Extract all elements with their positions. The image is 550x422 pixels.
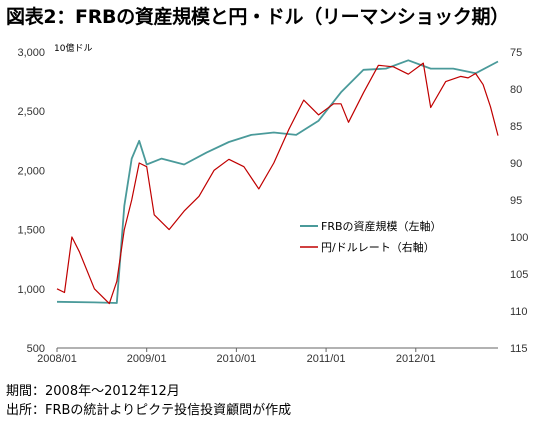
left-y-tick-label: 1,000 <box>17 284 45 296</box>
left-y-tick-label: 2,500 <box>17 106 45 118</box>
series-line-frb-assets <box>56 59 499 304</box>
legend-label-usdjpy: 円/ドルレート（右軸） <box>321 240 435 254</box>
x-tick-label: 2008/01 <box>37 353 77 365</box>
x-tick-label: 2011/01 <box>307 353 346 365</box>
left-y-tick-label: 2,000 <box>17 165 45 177</box>
period-note: 期間：2008年～2012年12月 <box>6 384 180 399</box>
legend: FRBの資産規模（左軸） 円/ドルレート（右軸） <box>300 219 442 254</box>
right-y-tick-label: 85 <box>510 121 522 133</box>
left-y-tick-label: 500 <box>27 343 45 355</box>
chart: 2008/01 2009/01 2010/01 2011/01 2012/01 500 1,… <box>17 47 528 365</box>
chart-title: 図表2：FRBの資産規模と円・ドル（リーマンショック期） <box>6 6 509 28</box>
left-axis-unit: 10億ドル <box>54 44 93 54</box>
right-y-tick-label: 90 <box>510 158 522 170</box>
right-y-tick-label: 110 <box>510 306 528 318</box>
right-y-tick-label: 75 <box>510 47 522 59</box>
x-tick-label: 2012/01 <box>396 353 436 365</box>
right-y-tick-label: 95 <box>510 195 522 207</box>
right-y-tick-label: 105 <box>510 269 528 281</box>
right-y-tick-label: 100 <box>510 232 528 244</box>
x-tick-label: 2010/01 <box>217 353 257 365</box>
plot-area <box>56 59 499 305</box>
left-y-tick-label: 1,500 <box>17 225 45 237</box>
legend-label-frb-assets: FRBの資産規模（左軸） <box>321 219 442 233</box>
axes: 2008/01 2009/01 2010/01 2011/01 2012/01 500 1,… <box>17 47 528 365</box>
right-y-tick-label: 80 <box>510 84 522 96</box>
x-tick-label: 2009/01 <box>127 353 167 365</box>
source-note: 出所：FRBの統計よりピクテ投信投資顧問が作成 <box>6 403 292 418</box>
left-y-tick-label: 3,000 <box>17 47 45 59</box>
right-y-tick-label: 115 <box>510 343 528 355</box>
series-line-usdjpy <box>56 62 499 305</box>
